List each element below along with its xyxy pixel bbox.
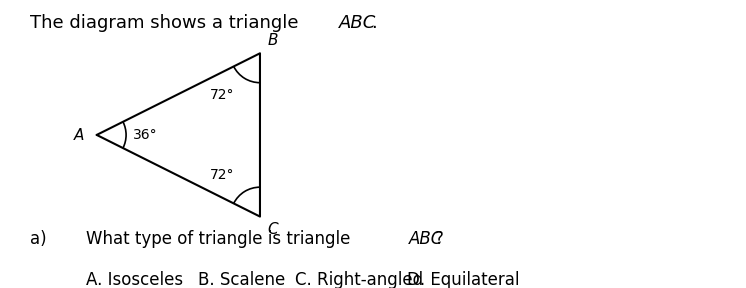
Text: 36°: 36°	[133, 128, 157, 142]
Text: What type of triangle is triangle: What type of triangle is triangle	[86, 230, 355, 248]
Text: 72°: 72°	[210, 168, 234, 182]
Text: a): a)	[30, 230, 46, 248]
Text: A. Isosceles: A. Isosceles	[86, 271, 183, 288]
Text: B. Scalene: B. Scalene	[198, 271, 285, 288]
Text: D. Equilateral: D. Equilateral	[407, 271, 519, 288]
Text: C. Right-angled: C. Right-angled	[295, 271, 423, 288]
Text: .: .	[371, 14, 377, 33]
Text: 72°: 72°	[210, 88, 234, 102]
Text: $C$: $C$	[266, 221, 279, 238]
Text: ?: ?	[435, 230, 444, 248]
Text: ABC: ABC	[339, 14, 377, 33]
Text: ABC: ABC	[409, 230, 443, 248]
Text: $A$: $A$	[73, 127, 85, 143]
Text: The diagram shows a triangle: The diagram shows a triangle	[30, 14, 304, 33]
Text: $B$: $B$	[266, 32, 278, 48]
